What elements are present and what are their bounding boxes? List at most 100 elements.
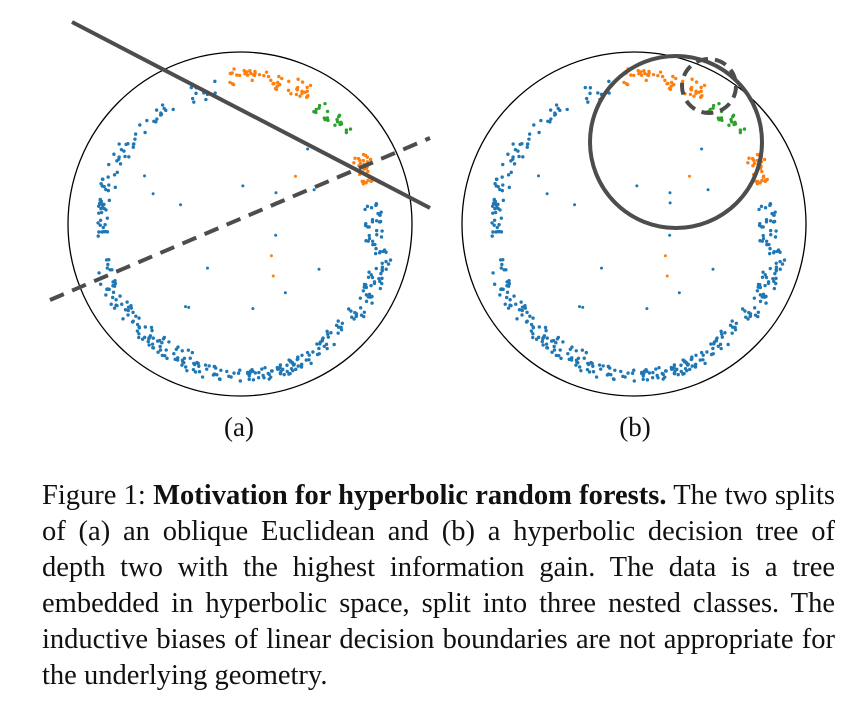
data-point: [765, 177, 769, 182]
data-point: [113, 185, 118, 190]
data-point: [553, 111, 557, 115]
data-point: [761, 174, 766, 178]
data-point: [271, 82, 275, 86]
data-point: [300, 362, 304, 367]
data-point: [107, 287, 111, 292]
data-point: [378, 219, 383, 224]
data-point: [197, 364, 201, 368]
data-point: [772, 286, 777, 291]
data-point: [645, 378, 650, 382]
data-point: [361, 289, 366, 293]
data-point: [269, 369, 274, 373]
data-point: [314, 107, 318, 112]
data-point: [269, 254, 273, 258]
data-point: [380, 269, 384, 273]
data-point: [545, 346, 550, 350]
data-point: [374, 266, 378, 271]
data-point: [213, 79, 217, 84]
data-point: [738, 130, 743, 135]
data-point: [492, 223, 496, 227]
data-point: [380, 281, 384, 286]
data-point: [544, 342, 549, 346]
data-point: [180, 349, 184, 353]
data-point: [763, 273, 767, 277]
data-point: [204, 97, 208, 102]
data-point: [490, 204, 495, 208]
data-point: [730, 331, 734, 335]
data-point: [358, 296, 363, 300]
data-point: [206, 266, 210, 270]
data-point: [291, 368, 295, 373]
data-point: [768, 266, 772, 271]
data-point: [586, 100, 590, 104]
data-point: [761, 292, 766, 297]
data-point: [780, 262, 785, 266]
data-point: [709, 352, 714, 357]
data-point: [703, 361, 707, 366]
data-point: [772, 213, 776, 217]
data-point: [190, 350, 195, 355]
data-point: [494, 177, 499, 181]
data-point: [586, 362, 591, 367]
data-point: [552, 348, 557, 352]
data-point: [218, 377, 222, 382]
data-point: [238, 379, 243, 383]
data-point: [219, 368, 223, 373]
data-point: [155, 117, 159, 121]
caption-prefix: Figure 1:: [42, 480, 154, 511]
data-point: [361, 152, 366, 157]
data-point: [143, 130, 147, 135]
data-point: [98, 223, 102, 227]
data-point: [541, 337, 545, 341]
data-point: [309, 361, 313, 366]
data-point: [677, 291, 681, 295]
data-point: [101, 225, 105, 230]
data-point: [312, 188, 316, 192]
data-point: [501, 183, 505, 187]
data-point: [184, 305, 188, 309]
data-point: [752, 296, 757, 300]
data-point: [642, 371, 646, 376]
data-point: [496, 184, 500, 189]
data-point: [554, 341, 558, 345]
data-point: [493, 182, 497, 186]
data-point: [229, 375, 233, 379]
data-point: [558, 108, 562, 113]
data-point: [200, 375, 205, 379]
data-point: [651, 72, 656, 77]
data-point: [727, 123, 731, 127]
data-point: [498, 187, 502, 192]
data-point: [110, 268, 114, 272]
data-point: [123, 308, 128, 312]
data-point: [545, 192, 549, 196]
data-point: [663, 78, 667, 83]
data-point: [256, 375, 261, 380]
data-point: [635, 184, 639, 188]
data-point: [317, 267, 321, 271]
data-point: [672, 82, 676, 87]
data-point: [305, 85, 309, 90]
data-point: [362, 314, 366, 319]
data-point: [750, 156, 755, 161]
data-point: [520, 142, 524, 146]
data-point: [756, 282, 761, 287]
data-point: [645, 307, 649, 311]
data-point: [731, 113, 736, 117]
data-point: [278, 365, 282, 370]
data-point: [591, 364, 595, 368]
data-point: [261, 373, 265, 378]
data-point: [517, 154, 521, 159]
data-point: [126, 308, 130, 313]
data-point: [694, 362, 698, 367]
data-point: [728, 323, 733, 328]
data-point: [114, 298, 118, 302]
data-point: [189, 85, 193, 90]
data-point: [260, 367, 264, 371]
data-point: [668, 233, 672, 237]
data-point: [228, 80, 232, 85]
data-point: [192, 100, 196, 104]
data-point: [151, 192, 155, 196]
data-point: [112, 152, 116, 156]
data-point: [588, 86, 593, 90]
data-point: [247, 377, 251, 382]
